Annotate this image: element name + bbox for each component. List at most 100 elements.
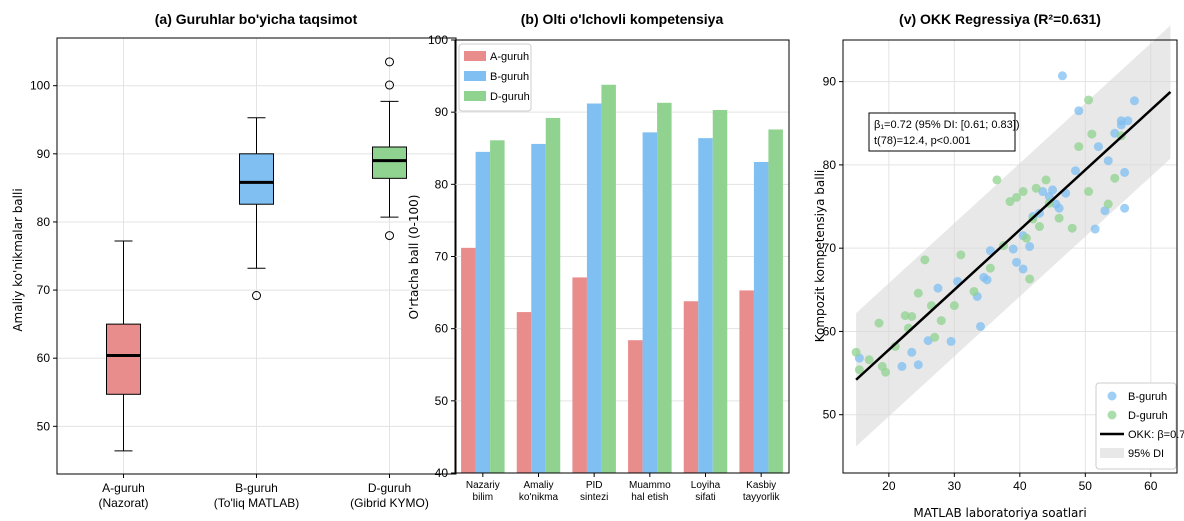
bar-a-guruh (572, 277, 587, 473)
scatter-point-d-guruh (992, 175, 1002, 185)
panel-b-ytick-label: 40 (435, 466, 449, 480)
legend-swatch (464, 91, 486, 101)
scatter-point-b-guruh (907, 347, 917, 357)
scatter-point-d-guruh (851, 347, 861, 357)
bar-a-guruh (516, 312, 532, 473)
bar-b-guruh (753, 161, 769, 473)
legend-marker (1107, 410, 1117, 420)
panel-c-ytick-label: 80 (823, 158, 837, 172)
scatter-point-d-guruh (985, 263, 995, 273)
panel-c-ytick-label: 50 (823, 408, 837, 422)
bar-b-guruh (698, 138, 713, 473)
legend-marker (1107, 391, 1117, 401)
bar-d-guruh (545, 117, 561, 473)
scatter-point-d-guruh (936, 316, 946, 326)
scatter-point-d-guruh (1018, 187, 1028, 197)
panel-a-ytick-label: 80 (37, 215, 51, 229)
scatter-point-d-guruh (920, 255, 930, 265)
panel-b-barchart: (b) Olti o'lchovli kompetensiya O'rtacha… (407, 11, 790, 503)
panel-b-ytick-label: 50 (435, 394, 449, 408)
legend-marker (1100, 448, 1124, 458)
bar-b-guruh (531, 143, 546, 474)
scatter-point-d-guruh (1041, 175, 1051, 185)
panel-a-ytick-label: 50 (37, 419, 51, 433)
panel-c-legend: B-guruh D-guruh OKK: β=0.72 95% DI (1095, 382, 1184, 470)
bar-d-guruh (657, 102, 672, 473)
scatter-point-d-guruh (969, 286, 979, 296)
annotation-line-1: β₁=0.72 (95% DI: [0.61; 0.83]) (874, 119, 1019, 131)
legend-label: D-guruh (490, 91, 530, 103)
scatter-point-d-guruh (1012, 192, 1022, 202)
scatter-point-d-guruh (907, 311, 917, 321)
panel-a-ytick-label: 60 (37, 351, 51, 365)
scatter-point-b-guruh (1103, 156, 1113, 166)
box-outlier-point (385, 57, 394, 67)
box-outlier-point (385, 231, 394, 241)
scatter-point-b-guruh (1044, 192, 1054, 202)
legend-label: 95% DI (1128, 448, 1164, 460)
scatter-point-d-guruh (956, 250, 966, 260)
scatter-point-d-guruh (1074, 142, 1084, 152)
panel-b-xtick-label: Kasbiy tayyorlik (743, 480, 781, 503)
scatter-point-d-guruh (854, 365, 864, 375)
legend-label: A-guruh (490, 51, 529, 63)
box-iqr (372, 146, 407, 179)
scatter-point-b-guruh (1129, 96, 1139, 106)
scatter-point-d-guruh (1025, 274, 1035, 284)
scatter-point-b-guruh (1025, 242, 1035, 252)
scatter-point-b-guruh (913, 360, 923, 370)
scatter-point-b-guruh (1120, 203, 1130, 213)
panel-a-ylabel: Amaliy ko'nikmalar balli (11, 188, 25, 331)
panel-b-xtick-label: Loyiha sifati (691, 480, 721, 503)
scatter-point-d-guruh (1103, 199, 1113, 209)
panel-b-ytick-label: 60 (435, 322, 449, 336)
panel-c-xtick-label: 20 (882, 479, 896, 493)
panel-b-xtick-label: Amaliy ko'nikma (519, 480, 559, 503)
panel-b-ylabel: O'rtacha ball (0-100) (407, 195, 421, 320)
scatter-point-d-guruh (913, 288, 923, 298)
panel-a-ytick-label: 70 (37, 283, 51, 297)
panel-c-title: (v) OKK Regressiya (R²=0.631) (899, 11, 1101, 27)
bar-a-guruh (739, 290, 754, 473)
scatter-point-b-guruh (1012, 257, 1022, 267)
scatter-point-d-guruh (1110, 173, 1120, 183)
scatter-point-b-guruh (1090, 224, 1100, 234)
legend-label: B-guruh (490, 71, 529, 83)
legend-label: B-guruh (1128, 391, 1167, 403)
panel-a-title: (a) Guruhlar bo'yicha taqsimot (155, 11, 358, 27)
scatter-point-b-guruh (976, 321, 986, 331)
scatter-point-b-guruh (1008, 244, 1018, 254)
scatter-point-b-guruh (1048, 185, 1058, 195)
scatter-point-d-guruh (881, 367, 891, 377)
panel-b-frame (454, 39, 790, 474)
bar-a-guruh (683, 301, 699, 473)
bar-b-guruh (642, 132, 658, 473)
scatter-point-b-guruh (1123, 116, 1133, 126)
panel-b-xtick-label: PID sintezi (580, 480, 608, 503)
panel-b-xtick-label: Muammo hal etish (629, 480, 671, 503)
scatter-point-d-guruh (1054, 213, 1064, 223)
panel-c-ytick-label: 90 (823, 75, 837, 89)
panel-c-xtick-label: 60 (1144, 479, 1158, 493)
panel-a-xtick-label: A-guruh (Nazorat) (98, 481, 148, 510)
panel-b-ytick-label: 70 (435, 250, 449, 264)
panel-a-ytick-label: 100 (30, 79, 50, 93)
scatter-point-b-guruh (1100, 206, 1110, 216)
bar-b-guruh (475, 151, 491, 473)
bar-a-guruh (628, 340, 643, 473)
box-outlier-point (252, 291, 261, 301)
scatter-point-b-guruh (933, 283, 943, 293)
bar-d-guruh (768, 129, 783, 473)
scatter-point-d-guruh (864, 355, 874, 365)
annotation-box (868, 112, 1016, 152)
scatter-point-b-guruh (1120, 167, 1130, 177)
scatter-point-d-guruh (900, 311, 910, 321)
annotation-line-2: t(78)=12.4, p<0.001 (874, 135, 971, 147)
scatter-point-b-guruh (1074, 106, 1084, 116)
scatter-point-b-guruh (985, 246, 995, 256)
panel-c-xtick-label: 30 (948, 479, 962, 493)
legend-swatch (464, 71, 486, 81)
panel-b-title: (b) Olti o'lchovli kompetensiya (521, 11, 724, 27)
bar-d-guruh (490, 140, 505, 474)
panel-b-ytick-label: 80 (435, 177, 449, 191)
